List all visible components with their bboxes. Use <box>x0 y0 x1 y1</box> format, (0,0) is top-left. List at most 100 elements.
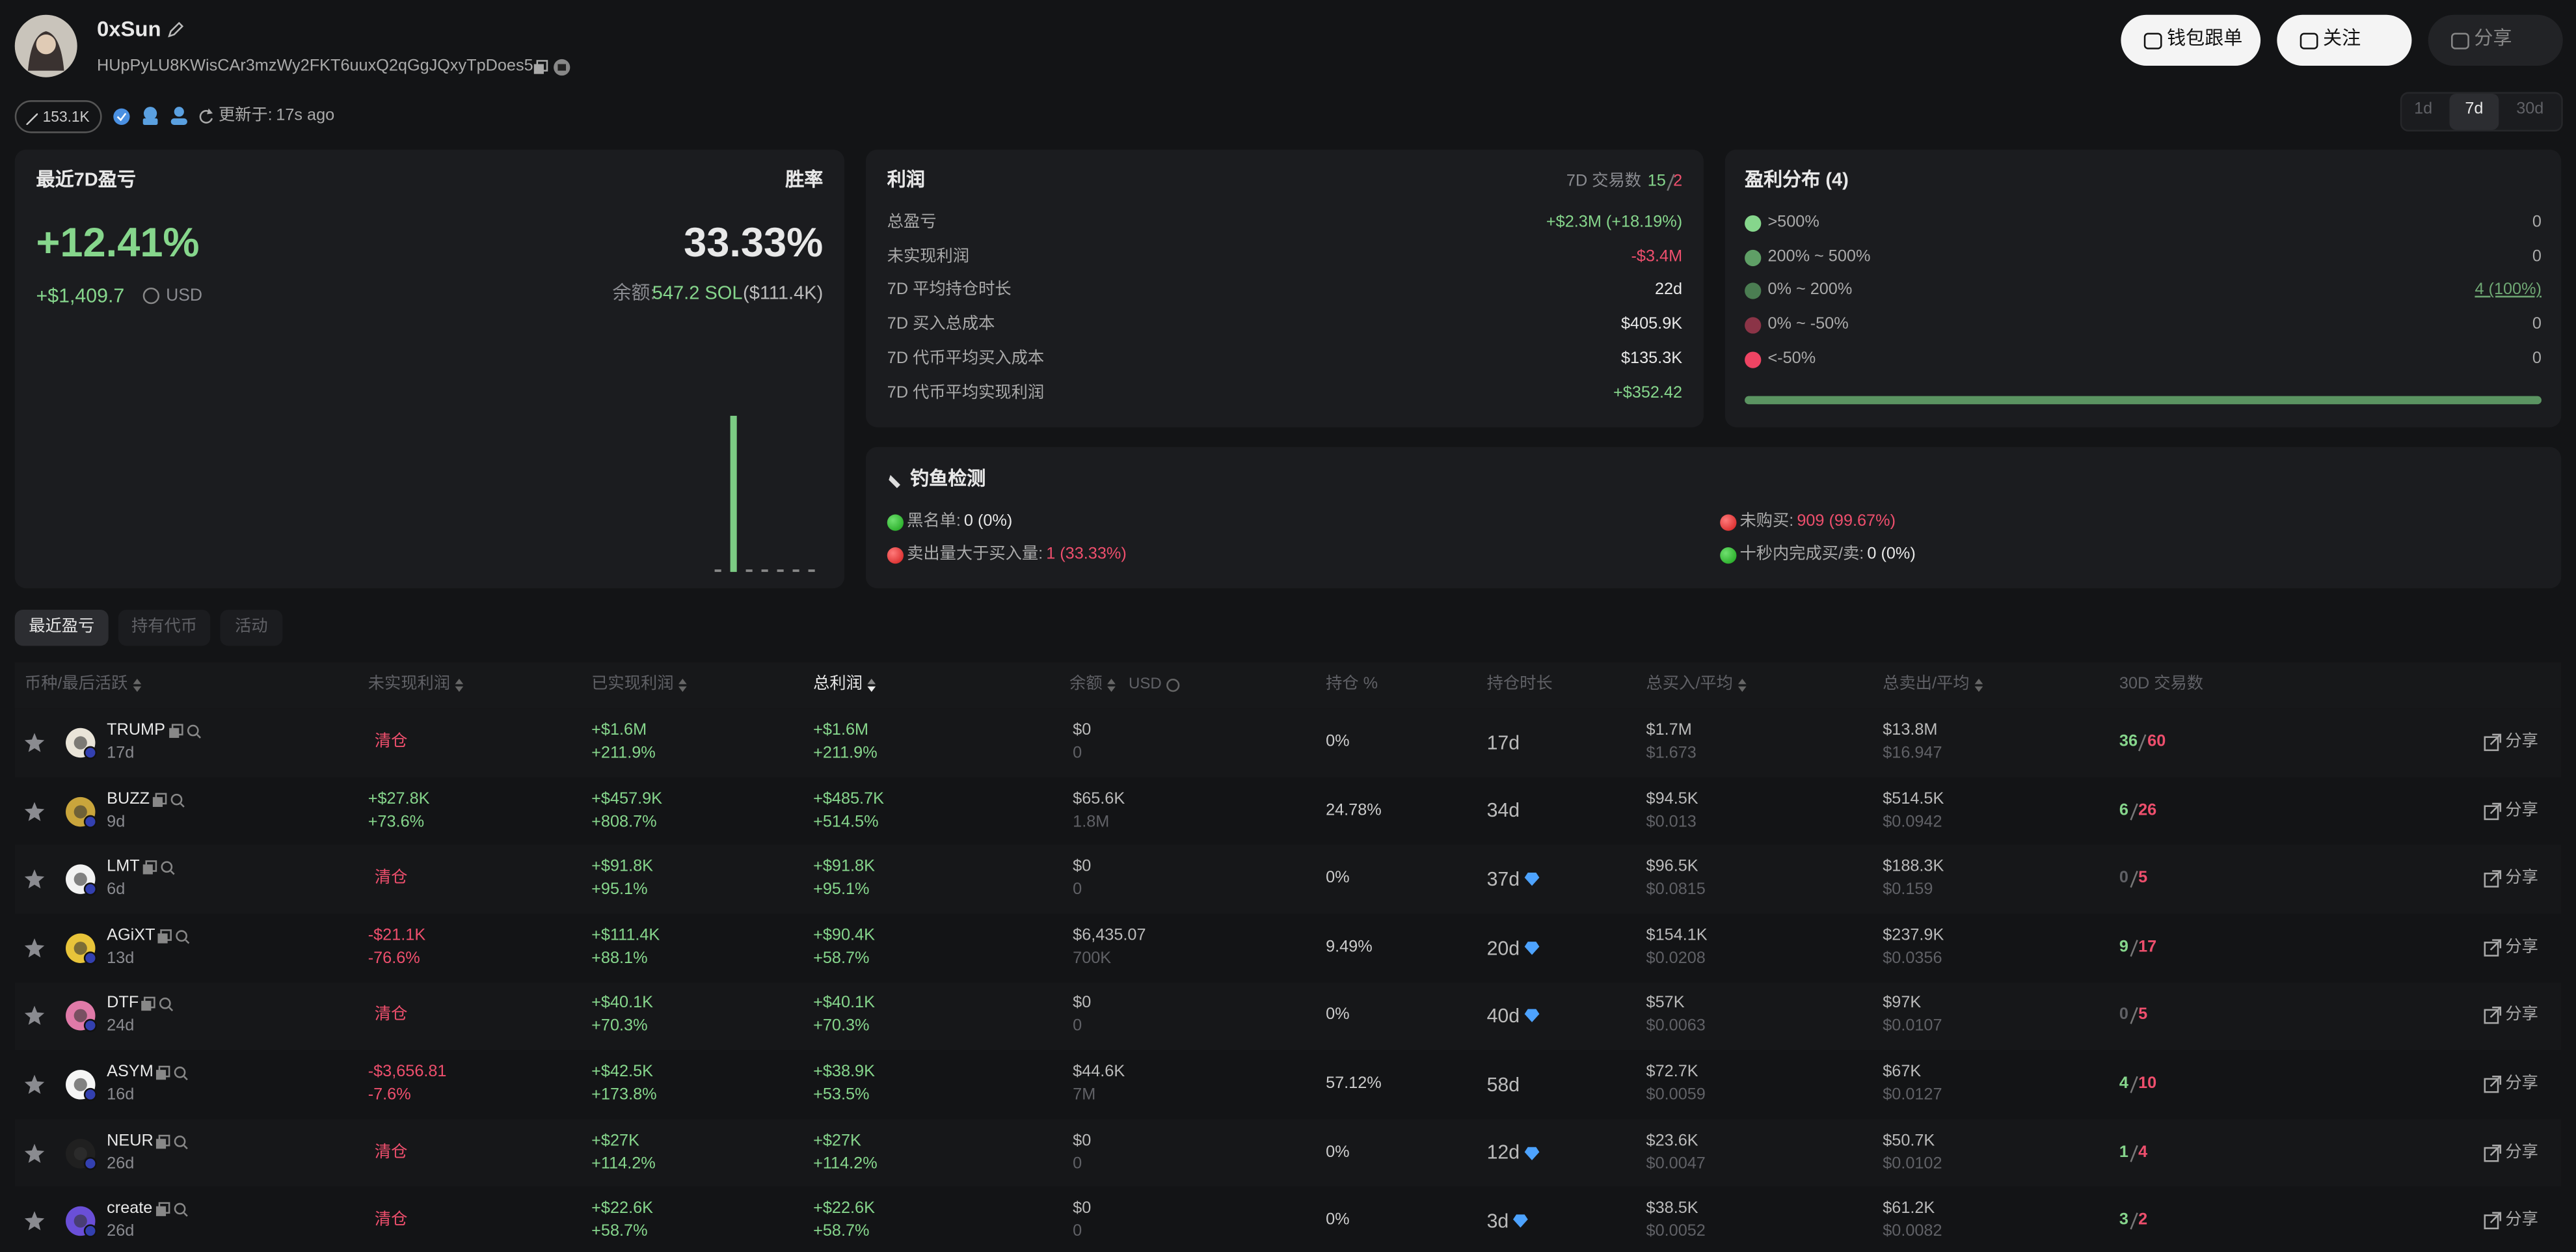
distribution-bar <box>1745 396 2542 405</box>
row-bg <box>14 845 2562 914</box>
profit-title: 利润 <box>887 170 925 191</box>
button-icon <box>2143 33 2162 49</box>
share-link[interactable]: 分享 <box>2505 1211 2538 1230</box>
share-icon <box>2484 1007 2502 1025</box>
diamond-icon <box>1524 1146 1540 1160</box>
holding-percent: 24.78% <box>1326 801 1382 820</box>
unrealized-value: -$3,656.81 <box>368 1063 447 1082</box>
avatar <box>14 14 77 77</box>
distribution-title: 盈利分布 (4) <box>1745 170 1849 191</box>
favorite-star <box>24 801 45 821</box>
period-option[interactable]: 7d <box>2465 100 2484 118</box>
search-icon <box>176 929 191 944</box>
search-icon <box>186 724 200 739</box>
pnl-card <box>14 149 845 589</box>
row-bg <box>14 1119 2562 1188</box>
period-option[interactable]: 30d <box>2516 100 2544 118</box>
tab[interactable] <box>14 609 109 646</box>
tab[interactable] <box>118 609 211 646</box>
phishing-label: 卖出量大于买入量: <box>907 545 1043 564</box>
realized-value: +$27K <box>591 1132 639 1150</box>
balance-amount: 0 <box>1073 1018 1082 1037</box>
token-logo <box>66 1206 98 1238</box>
table-header[interactable]: 已实现利润 <box>591 675 674 694</box>
copy-icon <box>158 929 173 944</box>
share-link[interactable]: 分享 <box>2505 938 2538 957</box>
share-icon <box>2484 870 2502 888</box>
tab-label[interactable]: 持有代币 <box>131 618 198 636</box>
period-active[interactable] <box>2449 93 2499 130</box>
tab-label[interactable]: 最近盈亏 <box>29 618 95 636</box>
search-icon <box>174 1067 189 1081</box>
table-header[interactable]: 总利润 <box>813 675 863 694</box>
copy-icon <box>533 60 548 74</box>
token-logo <box>66 932 98 964</box>
usd-toggle[interactable]: USD <box>1129 675 1162 694</box>
separator <box>2129 939 2138 957</box>
unrealized-status: 清仓 <box>374 733 408 752</box>
total-value: +$1.6M <box>813 721 869 740</box>
buy-average: $0.0047 <box>1646 1154 1706 1173</box>
action-label: 钱包跟单 <box>2167 29 2243 49</box>
table-header: 30D 交易数 <box>2119 675 2204 694</box>
separator <box>2129 871 2138 888</box>
token-name: AGiXT <box>107 926 155 945</box>
period-option[interactable]: 1d <box>2414 100 2433 118</box>
profit-row-value: $135.3K <box>1620 349 1683 368</box>
table-header[interactable]: 余额 <box>1069 675 1103 694</box>
sell-total: $67K <box>1883 1063 1922 1082</box>
distribution-label: 0% ~ -50% <box>1767 316 1849 334</box>
table-header[interactable]: 总卖出/平均 <box>1883 675 1970 694</box>
token-logo <box>66 1001 98 1033</box>
holding-duration: 58d <box>1486 1072 1520 1096</box>
buy-total: $1.7M <box>1646 721 1692 740</box>
share-link[interactable]: 分享 <box>2505 801 2538 820</box>
separator <box>2129 1076 2138 1093</box>
buy-total: $23.6K <box>1646 1132 1698 1150</box>
trades-loss: 60 <box>2147 733 2166 752</box>
trades-win: 0 <box>2119 869 2128 888</box>
table-header[interactable]: 未实现利润 <box>368 675 450 694</box>
tab[interactable] <box>220 609 283 646</box>
total-pct: +211.9% <box>813 744 878 763</box>
token-age: 24d <box>107 1018 135 1037</box>
trades-loss: 4 <box>2138 1143 2148 1162</box>
share-link[interactable]: 分享 <box>2505 1074 2538 1093</box>
phishing-label: 黑名单: <box>907 512 961 531</box>
share-link[interactable]: 分享 <box>2505 1143 2538 1162</box>
profit-row-label: 7D 买入总成本 <box>887 316 995 334</box>
search-icon <box>170 793 185 807</box>
favorite-star <box>24 1006 45 1026</box>
action-button[interactable] <box>2428 14 2563 66</box>
profit-row-value: +$352.42 <box>1613 383 1683 402</box>
tab-label[interactable]: 活动 <box>235 618 268 636</box>
favorite-star <box>24 1211 45 1231</box>
distribution-value: 4 (100%) <box>2475 281 2542 300</box>
distribution-value: 0 <box>2532 213 2542 232</box>
share-link[interactable]: 分享 <box>2505 869 2538 888</box>
table-header[interactable]: 总买入/平均 <box>1646 675 1733 694</box>
follower-pill[interactable] <box>14 100 102 133</box>
copy-icon <box>142 860 157 875</box>
sell-average: $0.0082 <box>1883 1223 1942 1242</box>
distribution-dot <box>1745 283 1762 300</box>
share-link[interactable]: 分享 <box>2505 733 2538 752</box>
profile-name: 0xSun <box>97 16 161 42</box>
realized-pct: +173.8% <box>591 1086 657 1105</box>
share-link[interactable]: 分享 <box>2505 1006 2538 1025</box>
balance-value: $0 <box>1073 1132 1092 1150</box>
balance-label: 余额: <box>612 284 656 305</box>
profit-card <box>865 149 1704 428</box>
buy-total: $72.7K <box>1646 1063 1698 1082</box>
buy-total: $96.5K <box>1646 858 1698 877</box>
trades-win: 0 <box>2119 1006 2128 1025</box>
action-button[interactable] <box>2277 14 2412 66</box>
table-header[interactable]: 币种/最后活跃 <box>24 675 128 694</box>
phishing-card <box>865 446 2562 589</box>
distribution-label: 200% ~ 500% <box>1767 247 1871 266</box>
distribution-value: 0 <box>2532 316 2542 334</box>
sell-average: $0.0107 <box>1883 1018 1942 1037</box>
token-logo <box>66 796 98 828</box>
action-label: 分享 <box>2474 29 2512 49</box>
